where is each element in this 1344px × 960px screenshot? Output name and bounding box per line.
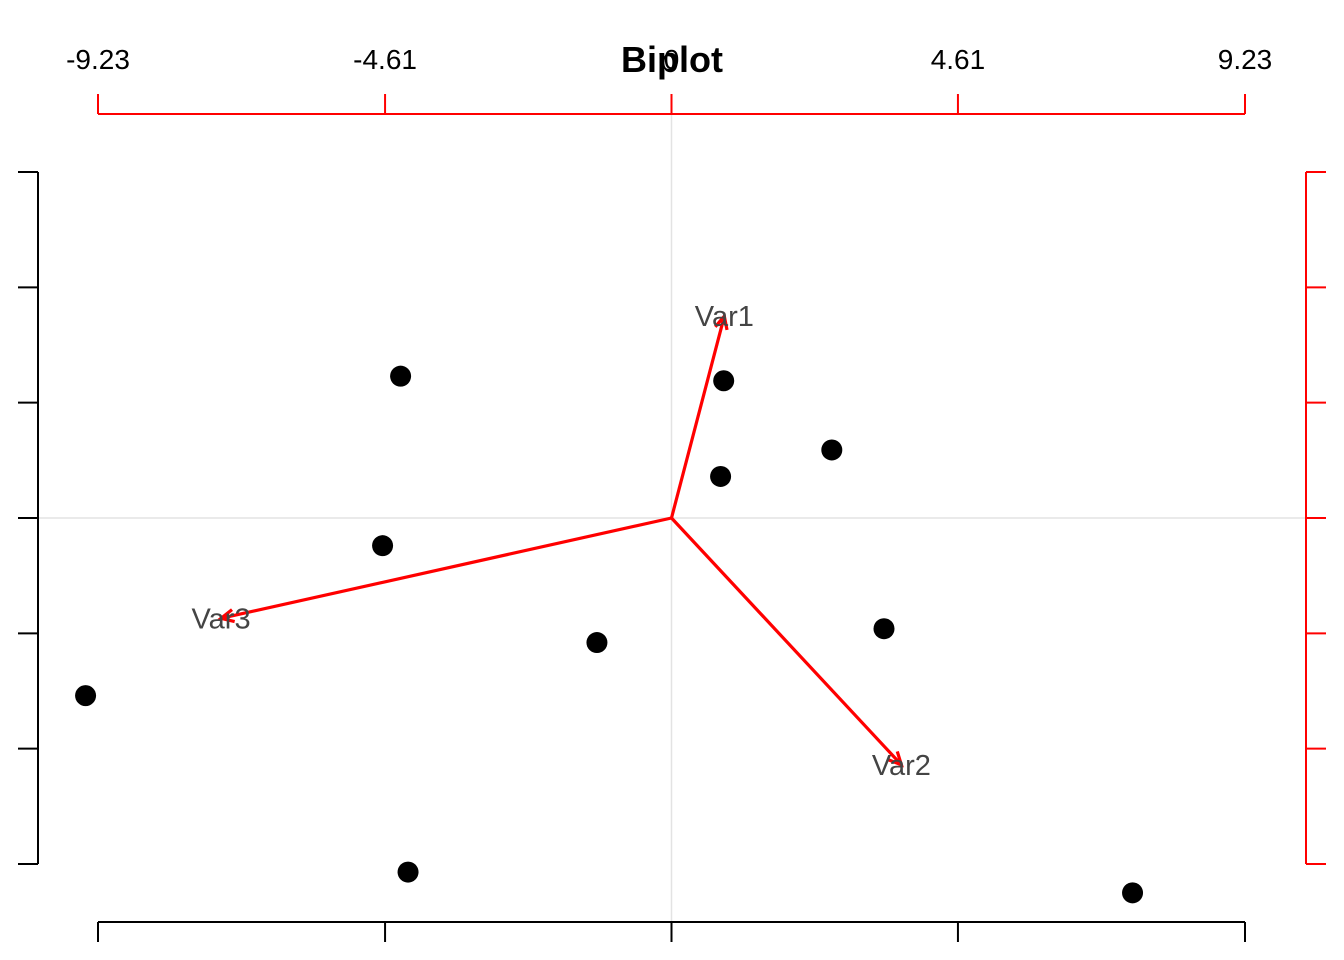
data-point — [397, 861, 419, 883]
data-point — [821, 439, 843, 461]
top-axis-tick-label: 0 — [664, 44, 680, 75]
arrow-label-var1: Var1 — [695, 301, 754, 333]
arrowhead-var2 — [887, 750, 904, 768]
top-axis-tick-label: 4.61 — [931, 44, 986, 75]
arrow-var2 — [670, 516, 903, 766]
right-axis — [1305, 171, 1326, 865]
top-axis-tick-label: 9.23 — [1218, 44, 1273, 75]
bottom-axis — [97, 921, 1246, 942]
arrow-var1 — [669, 315, 726, 519]
top-axis: -9.23 -4.61 0 4.61 9.23 — [66, 44, 1273, 115]
data-point — [586, 632, 608, 654]
data-point — [1122, 882, 1144, 904]
arrowhead-var1 — [714, 312, 729, 331]
data-point — [710, 465, 732, 487]
arrow-var3 — [220, 516, 672, 620]
top-axis-tick-label: -9.23 — [66, 44, 130, 75]
data-point — [713, 370, 735, 392]
loading-arrows: Var1 Var2 Var3 — [191, 301, 930, 782]
left-axis — [18, 171, 39, 865]
data-point — [390, 365, 412, 387]
data-point — [873, 618, 895, 640]
score-points — [75, 365, 1144, 904]
arrow-label-var2: Var2 — [872, 750, 931, 782]
arrow-label-var3: Var3 — [191, 603, 250, 635]
chart-title: Biplot — [621, 39, 723, 80]
data-point — [372, 535, 394, 557]
arrowhead-var3 — [217, 608, 236, 624]
top-axis-tick-label: -4.61 — [353, 44, 417, 75]
data-point — [75, 685, 97, 707]
